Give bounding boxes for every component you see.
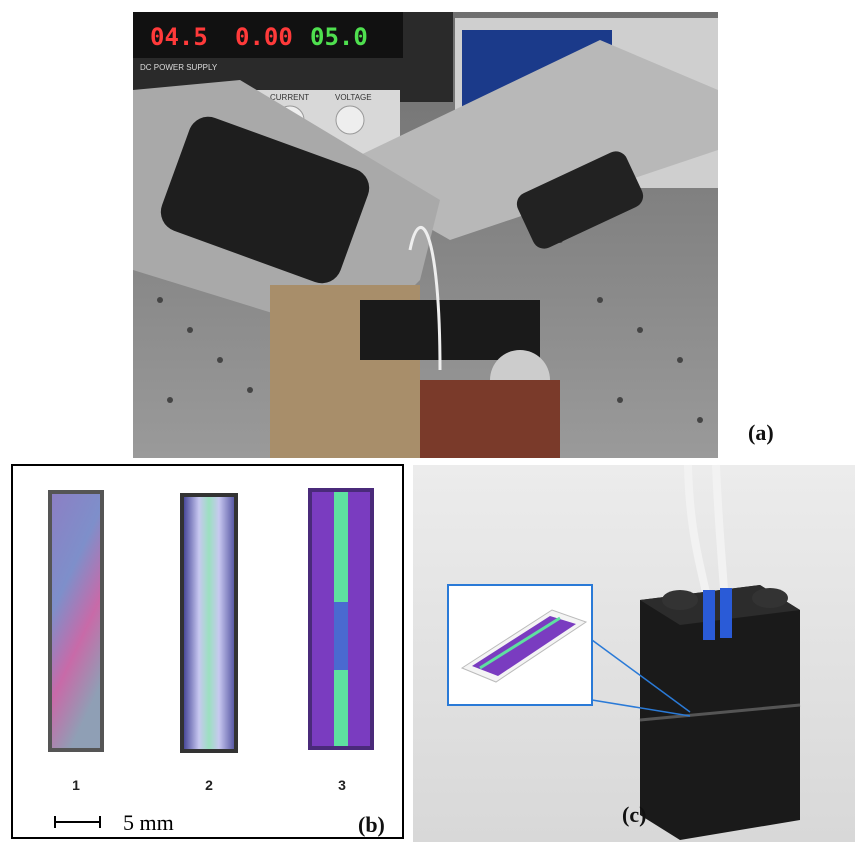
figure: 04.5 0.00 05.0 DC POWER SUPPLY CURRENT V… (0, 0, 855, 842)
strip (308, 488, 374, 750)
knob-label: VOLTAGE (335, 93, 372, 102)
photo-chip-holder (413, 465, 855, 842)
strip-label: 3 (338, 777, 346, 793)
panel-label: (b) (358, 812, 385, 837)
strip-label: 2 (205, 777, 213, 793)
panel-label: (a) (748, 420, 774, 445)
display-reading: 05.0 (310, 23, 368, 51)
strip (48, 490, 104, 752)
panel-label: (c) (622, 802, 646, 827)
display-reading: 04.5 (150, 23, 208, 51)
supply-label: DC POWER SUPPLY (140, 63, 218, 72)
scale-label: 5 mm (123, 810, 174, 835)
strip-label: 1 (72, 777, 80, 793)
strip (180, 493, 238, 753)
knob-label: CURRENT (270, 93, 309, 102)
display-reading: 0.00 (235, 23, 293, 51)
photo-setup: 04.5 0.00 05.0 DC POWER SUPPLY CURRENT V… (133, 12, 718, 458)
